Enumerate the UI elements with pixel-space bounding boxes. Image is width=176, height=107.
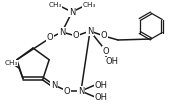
Text: N: N bbox=[78, 86, 84, 96]
Text: N: N bbox=[69, 7, 75, 16]
Text: CH₃: CH₃ bbox=[48, 2, 62, 8]
Text: O: O bbox=[73, 31, 79, 41]
Text: OH: OH bbox=[95, 92, 108, 102]
Text: O: O bbox=[64, 86, 70, 96]
Text: N: N bbox=[87, 27, 93, 36]
Text: N: N bbox=[59, 27, 65, 36]
Text: OH: OH bbox=[95, 80, 108, 89]
Text: O: O bbox=[47, 33, 53, 42]
Text: CH₃: CH₃ bbox=[82, 2, 96, 8]
Text: CH₃: CH₃ bbox=[4, 60, 18, 66]
Text: N: N bbox=[51, 80, 57, 89]
Text: OH: OH bbox=[105, 57, 118, 66]
Text: O: O bbox=[101, 31, 107, 41]
Text: O: O bbox=[103, 47, 109, 56]
